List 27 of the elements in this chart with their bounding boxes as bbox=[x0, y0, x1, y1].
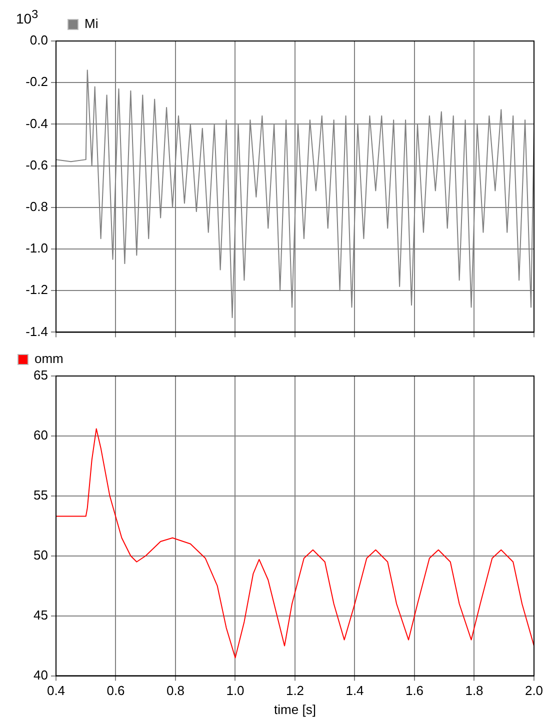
legend-label: Mi bbox=[84, 16, 98, 32]
y-tick-label: -0.2 bbox=[26, 74, 48, 90]
y-tick-label: -1.4 bbox=[26, 324, 48, 339]
y-tick-label: 45 bbox=[34, 607, 48, 622]
y-tick-label: 65 bbox=[34, 368, 48, 383]
x-tick-label: 1.8 bbox=[465, 683, 484, 698]
y-tick-label: -1.0 bbox=[26, 240, 48, 256]
y-tick-label: -0.8 bbox=[26, 198, 48, 214]
y-tick-label: 55 bbox=[34, 488, 48, 502]
y-tick-label: -0.4 bbox=[26, 116, 48, 131]
x-axis-title: time [s] bbox=[274, 702, 316, 717]
x-tick-label: 0.4 bbox=[46, 683, 66, 698]
legend-label: omm bbox=[34, 351, 64, 366]
y-tick-label: 0.0 bbox=[30, 32, 48, 48]
y-axis-title: 10$^{3}$ bbox=[16, 8, 38, 27]
x-tick-label: 1.0 bbox=[226, 683, 244, 698]
y-tick-label: 50 bbox=[34, 547, 48, 562]
y-tick-label: 60 bbox=[34, 428, 48, 443]
x-tick-label: 2.0 bbox=[524, 683, 544, 698]
x-tick-label: 0.8 bbox=[166, 683, 185, 698]
x-tick-label: 1.4 bbox=[346, 683, 364, 698]
y-tick-label: -1.2 bbox=[26, 282, 48, 298]
x-tick-label: 0.6 bbox=[106, 683, 125, 698]
y-tick-label: -0.6 bbox=[26, 157, 48, 172]
x-tick-label: 1.2 bbox=[286, 683, 304, 698]
y-tick-label: 40 bbox=[34, 667, 48, 682]
x-tick-label: 1.6 bbox=[405, 683, 424, 698]
